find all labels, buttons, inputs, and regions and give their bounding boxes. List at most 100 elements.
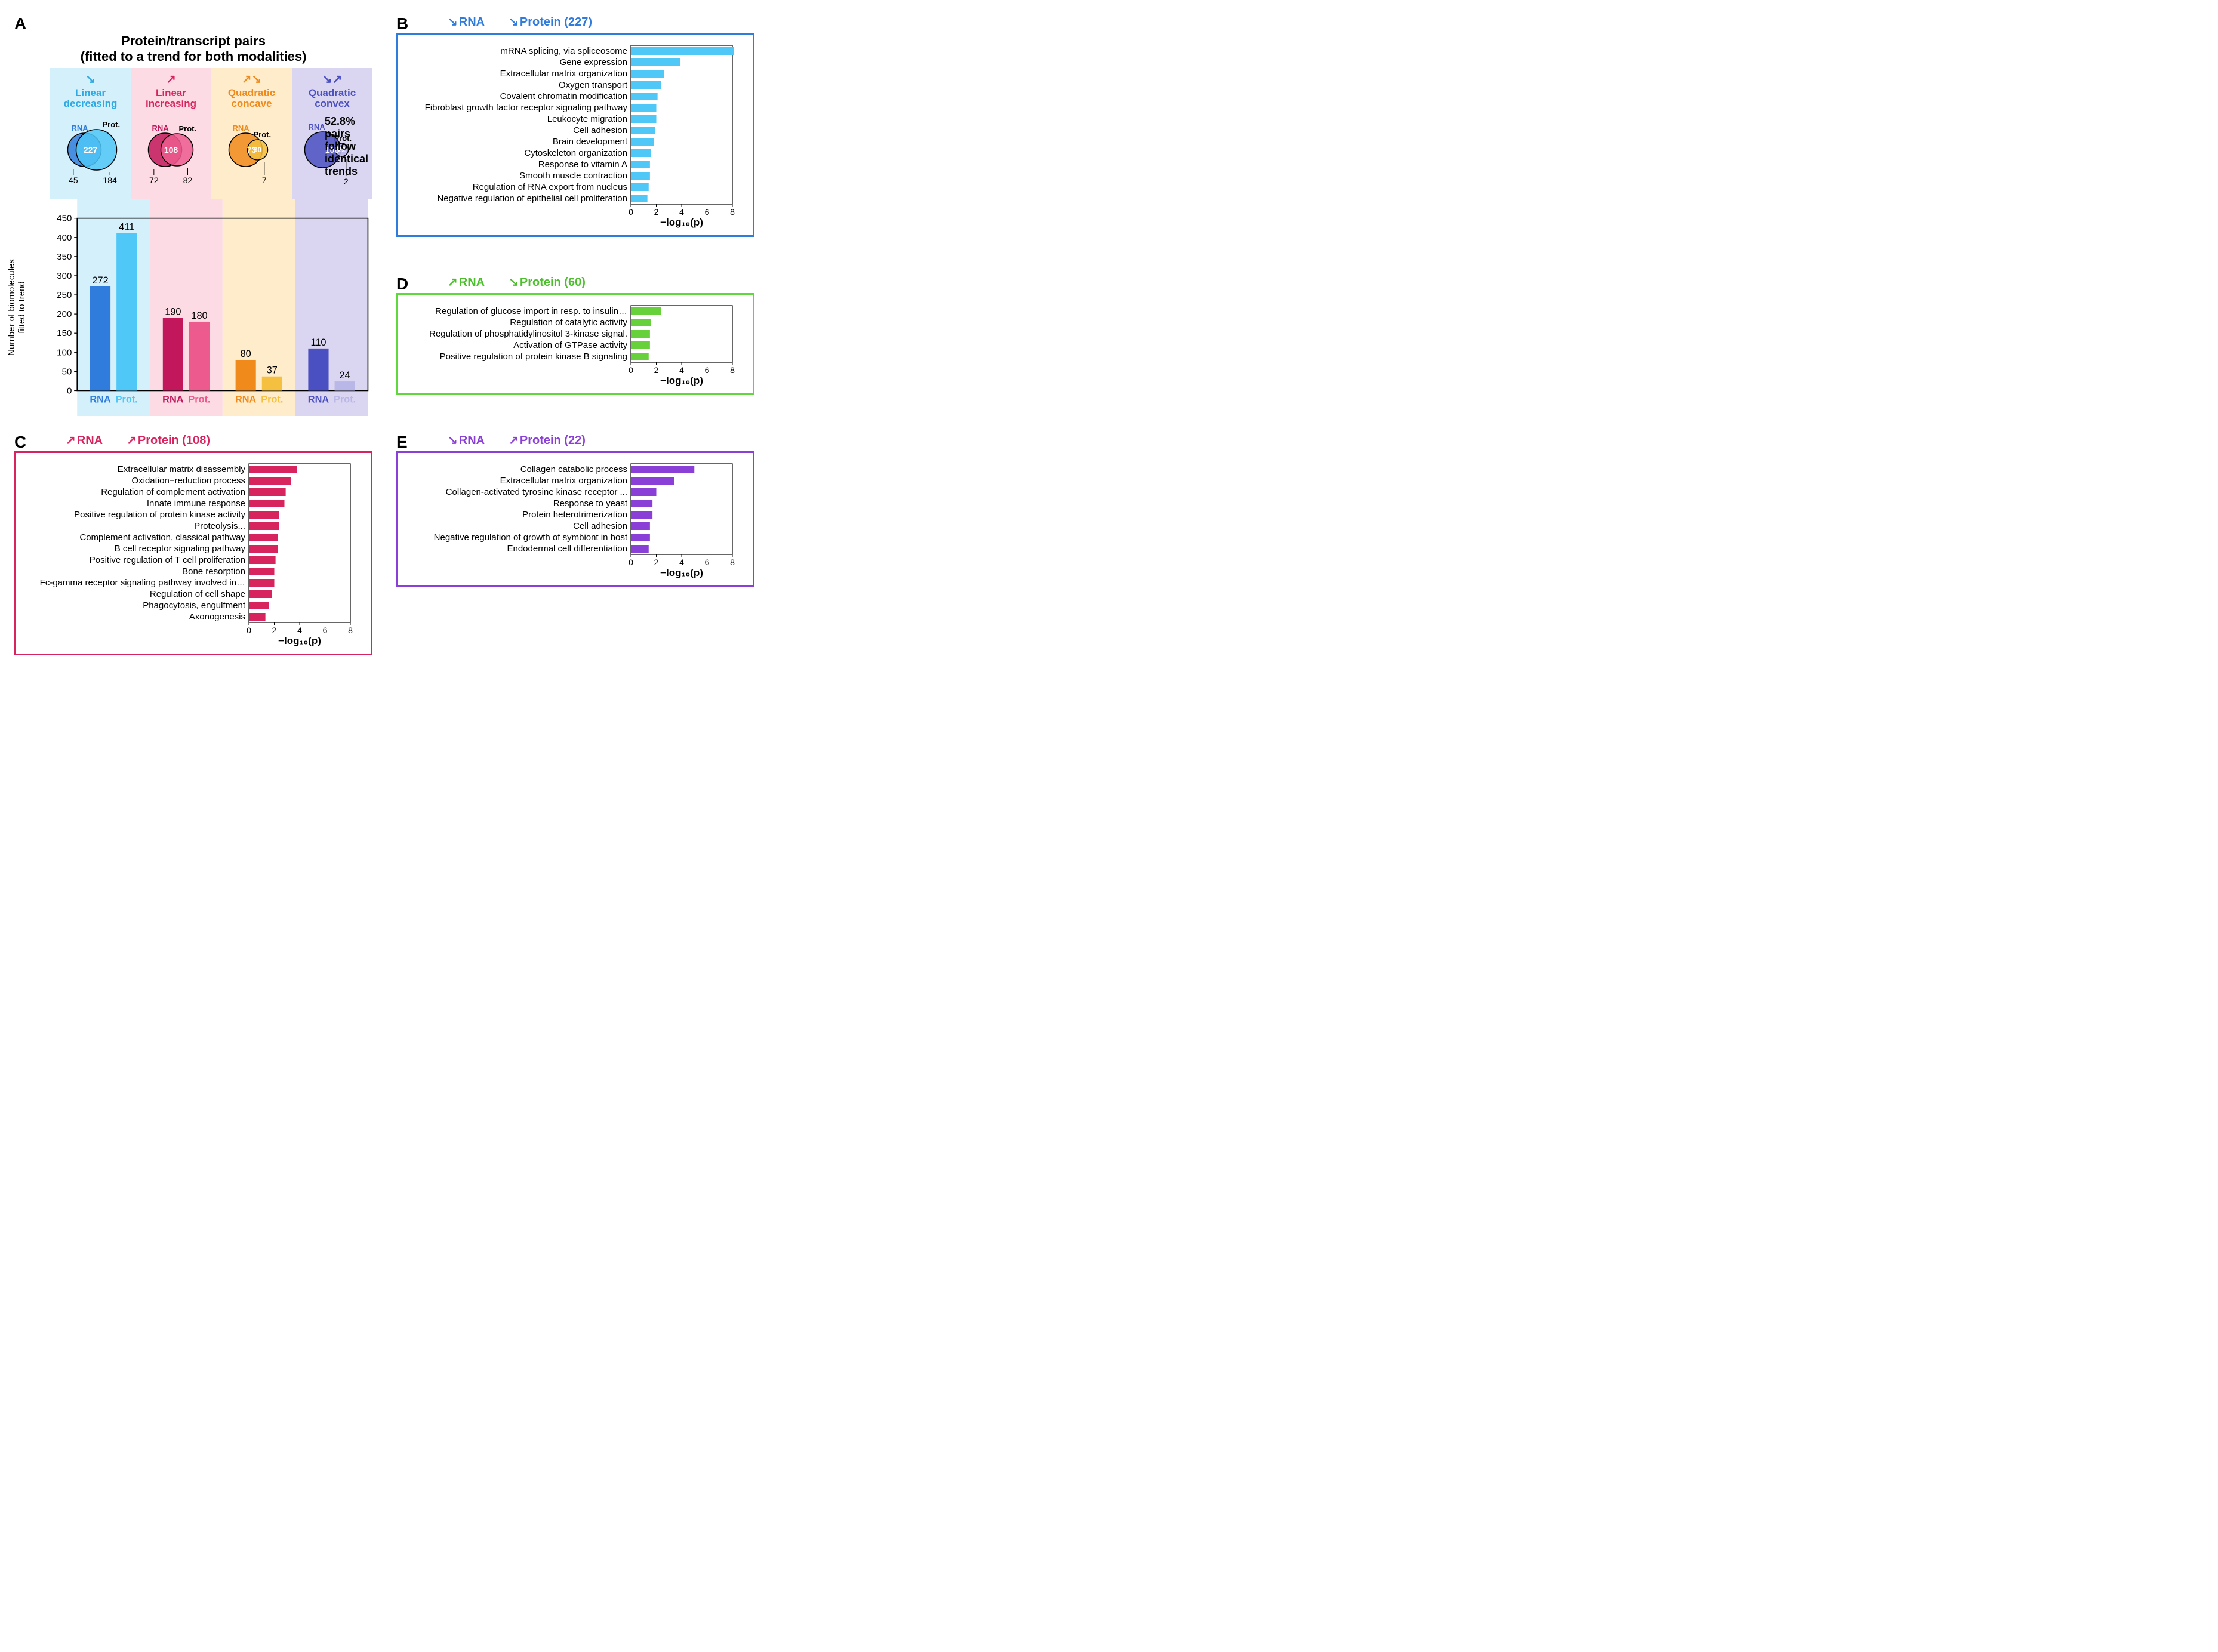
go-bar [249,568,275,575]
venn-prot-circle [161,134,193,166]
go-chart-frame [249,464,350,622]
y-tick-label: 400 [57,232,72,242]
go-term-label: Smooth muscle contraction [519,171,627,181]
go-x-tick-label: 6 [705,365,710,375]
bar-value-label: 110 [310,337,326,348]
trend-arrow-icon: ↗ [166,72,176,87]
go-bar [631,307,661,315]
panel-A: A Protein/transcript pairs (fitted to a … [14,14,372,416]
go-bar [249,488,286,496]
go-term-label: Extracellular matrix disassembly [118,464,246,474]
bar-x-label: RNA [162,394,184,405]
prot-arrow-icon: ↘ [509,14,519,29]
go-term-label: mRNA splicing, via spliceosome [500,46,627,56]
go-x-tick-label: 4 [679,557,684,567]
go-term-label: Fibroblast growth factor receptor signal… [425,103,628,113]
rna-arrow-icon: ↗ [448,275,458,289]
go-chart-frame [631,45,732,204]
go-term-label: Response to yeast [553,498,628,508]
go-term-label: Bone resorption [182,566,245,577]
go-term-label: Innate immune response [147,498,245,508]
panel-E-box: 02468−log₁₀(p)Collagen catabolic process… [396,451,754,587]
go-bar [631,81,661,89]
go-bar [249,613,266,621]
go-term-label: Response to vitamin A [538,159,627,169]
go-term-label: Regulation of phosphatidylinositol 3-kin… [429,329,627,339]
go-term-label: Axonogenesis [189,612,245,622]
go-bar [631,319,651,326]
trend-lininc: ↗Linearincreasing [131,68,211,109]
panel-C-heading: ↗RNA↗Protein (108) [14,433,372,448]
venn-lindec: RNAProt.22745184 [50,109,131,199]
go-x-tick-label: 6 [323,625,328,635]
rna-word: RNA [459,16,485,29]
bar-qconcave-Prot. [262,376,282,390]
go-bar [631,149,651,157]
prot-arrow-icon: ↗ [509,433,519,448]
go-term-label: Brain development [553,137,628,147]
bar-qconcave-RNA [236,360,256,390]
go-x-axis-label: −log₁₀(p) [660,217,703,228]
trend-arrow-icon: ↘ [85,72,96,87]
bar-x-label: Prot. [334,394,356,405]
prot-arrow-icon: ↘ [509,275,519,289]
go-term-label: Positive regulation of T cell proliferat… [90,555,245,565]
go-bar [249,556,276,564]
trend-name2: concave [231,98,272,109]
go-x-tick-label: 4 [679,207,684,217]
venn-prot-only-count: 82 [183,175,193,185]
bar-lininc-Prot. [189,322,210,391]
venn-rna-label: RNA [72,124,89,132]
venn-rna-only-count: 45 [69,175,78,185]
venn-rna-label: RNA [233,124,250,132]
go-bar [631,500,652,507]
bar-qconvex-RNA [308,349,328,391]
go-bar [249,466,297,473]
panel-B-box: 02468−log₁₀(p)mRNA splicing, via spliceo… [396,33,754,237]
go-x-axis-label: −log₁₀(p) [660,567,703,578]
venn-prot-label: Prot. [179,124,197,133]
go-term-label: Regulation of RNA export from nucleus [473,182,627,192]
go-x-tick-label: 0 [247,625,251,635]
go-x-tick-label: 2 [654,207,659,217]
go-bar [631,58,680,66]
go-term-label: Regulation of cell shape [150,589,245,599]
go-term-label: Leukocyte migration [547,114,627,124]
go-chart: 02468−log₁₀(p)mRNA splicing, via spliceo… [404,41,740,229]
go-term-label: Cell adhesion [573,521,627,531]
y-tick-label: 50 [62,366,72,377]
go-bar [249,511,279,519]
prot-word: Protein (108) [138,434,210,447]
panel-D-heading: ↗RNA↘Protein (60) [396,275,754,289]
venn-prot-only-count: 2 [344,177,349,186]
venn-qconcave: RNAProt.73307 [211,109,292,199]
trend-name2: convex [315,98,350,109]
go-term-label: Extracellular matrix organization [500,476,627,486]
go-bar [631,161,650,168]
go-x-tick-label: 2 [272,625,277,635]
venn-rna-label: RNA [152,124,170,132]
venn-prot-circle [248,140,268,160]
go-x-tick-label: 8 [348,625,353,635]
rna-arrow-icon: ↘ [448,433,458,448]
bar-value-label: 24 [340,370,350,381]
go-bar [631,138,654,146]
panel-C-label: C [14,433,26,452]
venn-row: RNAProt.22745184RNAProt.1087282RNAProt.7… [50,109,372,199]
go-term-label: Proteolysis... [194,521,245,531]
go-bar [631,522,650,530]
go-bar [631,353,649,360]
panel-B-label: B [396,14,408,33]
go-bar [631,93,658,100]
go-bar [631,477,674,485]
go-bar [631,70,664,78]
y-tick-label: 200 [57,309,72,319]
panel-E: E ↘RNA↗Protein (22) 02468−log₁₀(p)Collag… [396,433,754,655]
prot-word: Protein (227) [520,16,592,29]
bar-x-label: RNA [235,394,257,405]
bar-value-label: 190 [165,306,181,317]
trend-lindec: ↘Lineardecreasing [50,68,131,109]
go-term-label: Positive regulation of protein kinase ac… [74,510,245,520]
go-chart: 02468−log₁₀(p)Collagen catabolic process… [404,459,740,580]
go-term-label: Negative regulation of epithelial cell p… [437,193,627,204]
